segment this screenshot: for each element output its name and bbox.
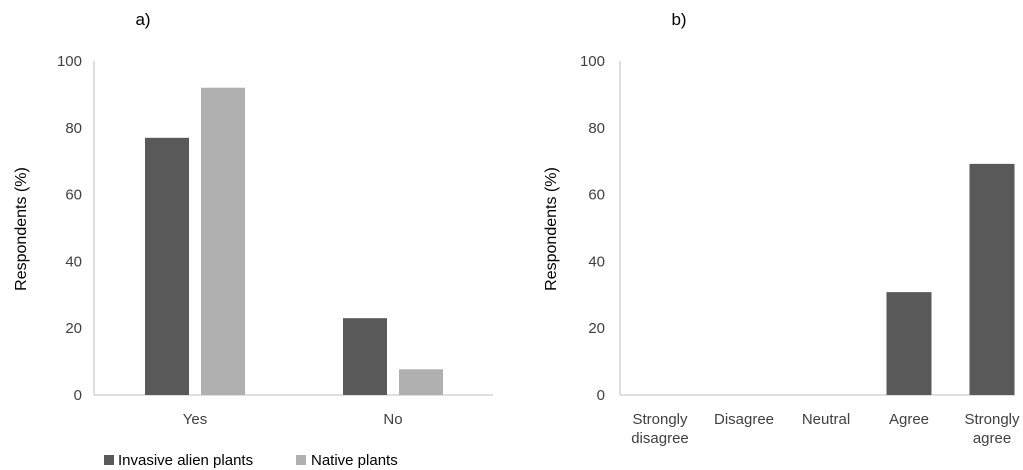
panel-a-label: a) bbox=[135, 10, 150, 29]
y-axis-title-a: Respondents (%) bbox=[13, 167, 30, 291]
category-label-line: Neutral bbox=[802, 411, 850, 428]
bars-b bbox=[886, 163, 1015, 395]
y-tick-label-b: 60 bbox=[588, 187, 605, 204]
y-ticks-b: 0 20 40 60 80 100 bbox=[580, 53, 605, 404]
legend-swatch-invasive bbox=[104, 455, 114, 465]
bar-a-yes-series-1 bbox=[201, 87, 245, 395]
category-label-b: Agree bbox=[889, 411, 929, 428]
bar-b-4 bbox=[969, 163, 1015, 395]
category-label-a: No bbox=[383, 411, 402, 428]
category-label-line: Strongly bbox=[632, 411, 688, 428]
y-tick-label-a: 40 bbox=[65, 253, 82, 270]
legend-swatch-native bbox=[296, 455, 306, 465]
bar-a-no-series-1 bbox=[399, 369, 443, 395]
category-label-line: Agree bbox=[889, 411, 929, 428]
category-label-a: Yes bbox=[183, 411, 207, 428]
y-tick-label-a: 0 bbox=[74, 387, 82, 404]
bar-a-yes-series-0 bbox=[145, 137, 189, 395]
panel-b-label: b) bbox=[671, 10, 686, 29]
y-tick-label-b: 100 bbox=[580, 53, 605, 70]
category-labels-a: Yes No bbox=[183, 411, 403, 428]
legend-label-native: Native plants bbox=[311, 452, 398, 469]
chart-panel-b: b) Respondents (%) 0 20 40 60 80 100 Strongly… bbox=[543, 10, 1020, 447]
y-tick-label-a: 60 bbox=[65, 187, 82, 204]
legend-item-native: Native plants bbox=[296, 452, 398, 469]
y-tick-label-a: 100 bbox=[57, 53, 82, 70]
bar-b-3 bbox=[886, 292, 932, 395]
category-label-line: disagree bbox=[631, 430, 689, 447]
category-label-line: Disagree bbox=[714, 411, 774, 428]
y-tick-label-b: 80 bbox=[588, 120, 605, 137]
legend-label-invasive: Invasive alien plants bbox=[118, 452, 253, 469]
category-label-b: Strongly disagree bbox=[631, 411, 689, 447]
category-label-b: Neutral bbox=[802, 411, 850, 428]
chart-panel-a: a) Respondents (%) 0 20 40 60 80 100 Yes No bbox=[13, 10, 493, 428]
category-label-b: Strongly agree bbox=[964, 411, 1020, 447]
category-label-line: Strongly bbox=[964, 411, 1020, 428]
y-tick-label-a: 20 bbox=[65, 320, 82, 337]
legend-item-invasive: Invasive alien plants bbox=[104, 452, 253, 469]
y-tick-label-a: 80 bbox=[65, 120, 82, 137]
category-label-line: agree bbox=[973, 430, 1011, 447]
category-labels-b: Strongly disagree Disagree Neutral Agree Stro… bbox=[631, 411, 1020, 447]
y-ticks-a: 0 20 40 60 80 100 bbox=[57, 53, 82, 404]
legend: Invasive alien plants Native plants bbox=[104, 452, 398, 469]
y-tick-label-b: 0 bbox=[597, 387, 605, 404]
bars-a bbox=[145, 87, 443, 395]
category-label-b: Disagree bbox=[714, 411, 774, 428]
y-tick-label-b: 40 bbox=[588, 253, 605, 270]
y-axis-title-b: Respondents (%) bbox=[543, 167, 560, 291]
y-tick-label-b: 20 bbox=[588, 320, 605, 337]
bar-a-no-series-0 bbox=[343, 318, 387, 395]
